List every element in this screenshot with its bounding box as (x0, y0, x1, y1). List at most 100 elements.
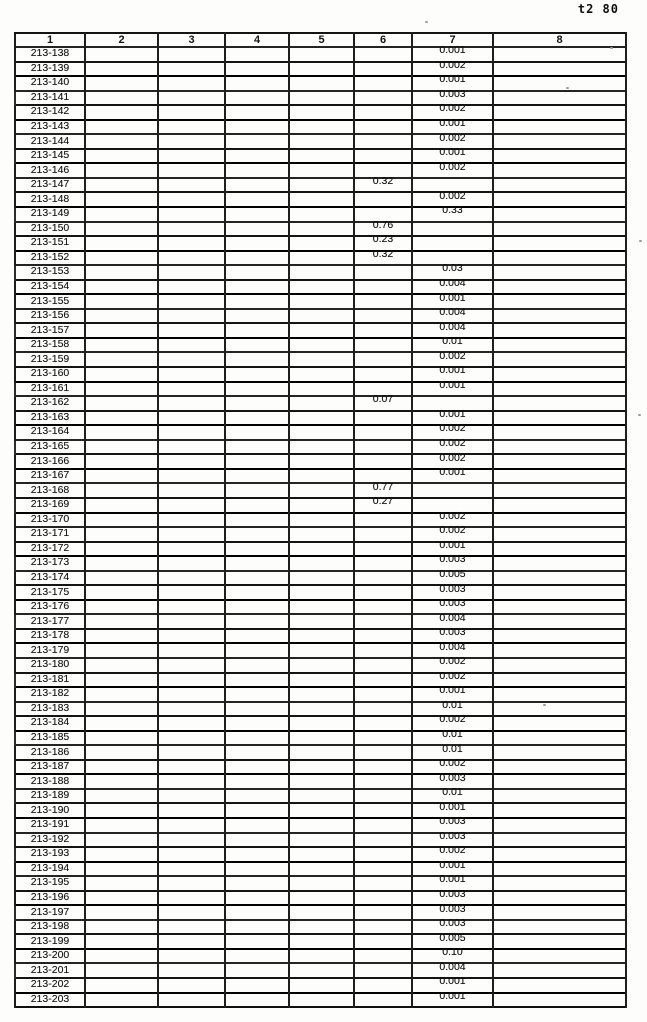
cell-value: 0.002 (439, 102, 466, 115)
row-id-cell: 213-190 (14, 802, 86, 818)
table-row: 213-154 0.004 (14, 277, 627, 295)
empty-cell (288, 147, 355, 164)
empty-cell (84, 613, 159, 629)
row-id: 213-184 (30, 716, 70, 729)
table-row: 213-189 0.01 (14, 786, 627, 804)
empty-cell (157, 336, 226, 353)
empty-cell (157, 860, 226, 877)
row-id: 213-172 (30, 541, 70, 554)
table-row: 213-145 0.001 (14, 146, 627, 164)
table-row: 213-201 0.004 (14, 961, 627, 978)
empty-cell (157, 817, 226, 833)
row-id: 213-149 (30, 207, 70, 220)
empty-cell (157, 75, 226, 91)
col7-value-cell: 0.10 (411, 946, 494, 964)
row-id: 213-141 (30, 90, 70, 103)
empty-cell (288, 526, 355, 542)
cell-value: 0.002 (439, 451, 466, 464)
empty-cell (84, 482, 159, 498)
empty-cell (84, 700, 159, 717)
col6-value-cell (353, 846, 413, 862)
empty-cell (157, 220, 226, 237)
row-id-cell: 213-150 (14, 220, 86, 237)
empty-cell (84, 147, 159, 164)
empty-cell (288, 787, 355, 804)
col6-value-cell (353, 700, 413, 717)
col7-value-cell: 0.33 (411, 204, 494, 222)
column-header-2: 2 (84, 32, 159, 47)
col6-value-cell (353, 715, 413, 731)
empty-cell (157, 962, 226, 978)
empty-cell (288, 656, 355, 673)
col6-value-cell (353, 758, 413, 775)
table-row: 213-193 0.002 (14, 844, 627, 862)
cell-value: 0.005 (439, 931, 466, 944)
row-id-cell: 213-138 (14, 46, 86, 62)
cell-value: 0.23 (372, 233, 394, 246)
row-id-cell: 213-172 (14, 540, 86, 557)
row-id-cell: 213-198 (14, 918, 86, 935)
col7-value-cell: 0.002 (411, 757, 494, 775)
scan-speck (566, 87, 569, 89)
empty-cell (224, 875, 290, 891)
empty-cell (157, 118, 226, 135)
empty-cell (84, 918, 159, 935)
col7-value-cell (411, 482, 494, 498)
empty-cell (84, 642, 159, 658)
table-row: 213-191 0.003 (14, 815, 627, 833)
cell-value: 0.10 (442, 946, 463, 959)
col7-value-cell: 0.002 (411, 510, 494, 528)
row-id: 213-139 (30, 61, 70, 74)
row-id-cell: 213-143 (14, 118, 86, 135)
col6-value-cell: 0.32 (353, 248, 413, 266)
row-id-cell: 213-171 (14, 526, 86, 542)
data-table: 1 2 3 4 5 6 7 8 213-138 0.001 213-139 0.002… (14, 32, 627, 1009)
row-id-cell: 213-164 (14, 424, 86, 440)
empty-cell (224, 918, 290, 935)
col6-value-cell (353, 467, 413, 484)
empty-cell (224, 642, 290, 658)
empty-cell (224, 802, 290, 818)
empty-cell (492, 627, 627, 644)
empty-cell (492, 918, 627, 935)
cell-value: 0.004 (439, 277, 466, 290)
page-stamp: t2 80 (577, 2, 619, 16)
col6-value-cell (353, 787, 413, 804)
col7-value-cell: 0.001 (411, 291, 494, 309)
empty-cell (157, 351, 226, 368)
empty-cell (224, 700, 290, 717)
empty-cell (492, 89, 627, 106)
table-row: 213-161 0.001 (14, 378, 627, 397)
empty-cell (492, 336, 627, 353)
cell-value: 0.001 (439, 146, 466, 159)
table-row: 213-164 0.002 (14, 422, 627, 440)
empty-cell (288, 700, 355, 717)
empty-cell (157, 569, 226, 586)
row-id: 213-158 (30, 338, 70, 351)
empty-cell (492, 322, 627, 338)
col7-value-cell: 0.003 (411, 830, 494, 848)
col6-value-cell (353, 278, 413, 295)
empty-cell (157, 249, 226, 266)
col7-value-cell: 0.003 (411, 583, 494, 600)
empty-cell (492, 977, 627, 993)
row-id-cell: 213-196 (14, 889, 86, 906)
cell-value: 0.001 (439, 291, 466, 304)
empty-cell (224, 424, 290, 440)
empty-cell (84, 875, 159, 891)
row-id: 213-174 (30, 570, 70, 583)
row-id: 213-190 (30, 803, 70, 816)
table-row: 213-163 0.001 (14, 408, 627, 426)
empty-cell (224, 584, 290, 600)
cell-value: 0.002 (439, 757, 466, 770)
empty-cell (288, 977, 355, 993)
cell-value: 0.001 (439, 378, 466, 391)
col7-value-cell: 0.001 (411, 364, 494, 382)
col7-value-cell: 0.001 (411, 146, 494, 164)
col6-value-cell (353, 729, 413, 746)
empty-cell (492, 773, 627, 789)
col6-value-cell (353, 526, 413, 542)
empty-cell (224, 220, 290, 237)
empty-cell (224, 293, 290, 309)
empty-cell (157, 162, 226, 178)
